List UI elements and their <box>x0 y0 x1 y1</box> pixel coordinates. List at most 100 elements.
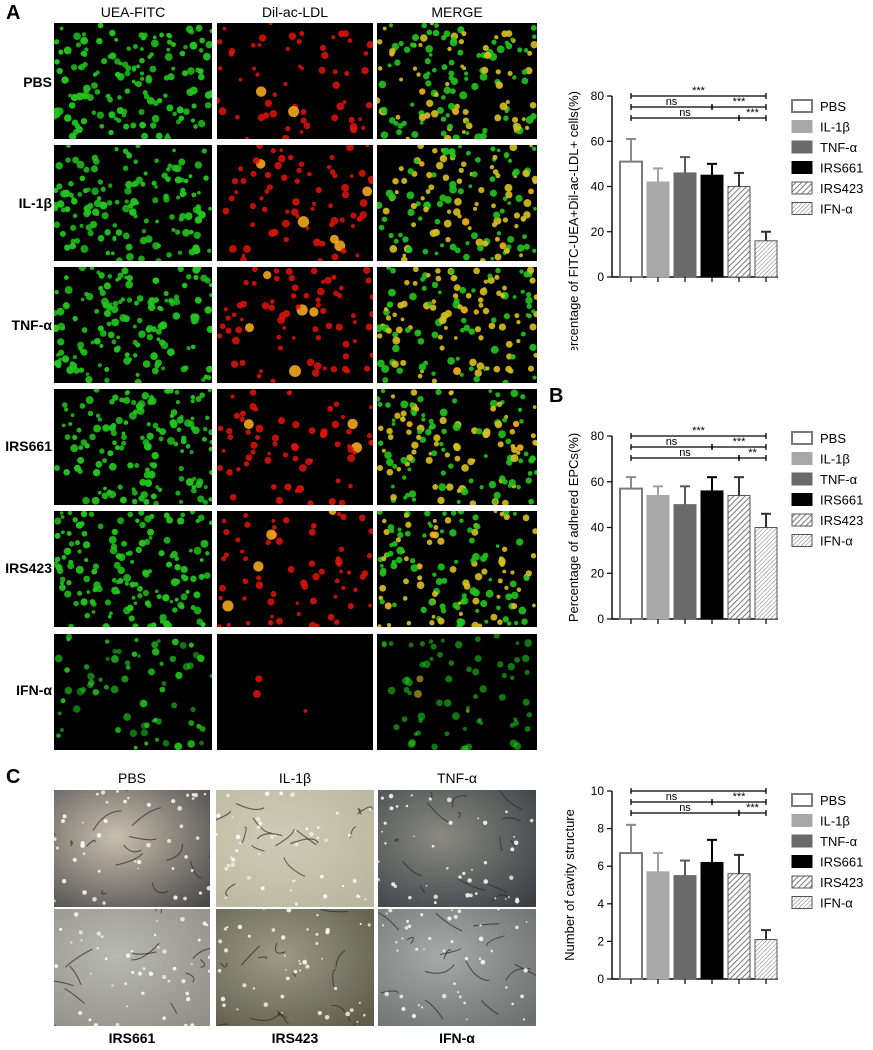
bar-il1b <box>646 494 670 620</box>
y-axis-label: Percentage of FITC-UEA+Dil-ac-LDL+ cells… <box>566 91 581 350</box>
micrograph-irs661-uea-fitc <box>54 389 212 505</box>
significance-label: ns <box>679 802 691 814</box>
bar-irs661 <box>700 861 724 980</box>
y-tick-label: 8 <box>597 822 604 836</box>
photo-label-irs661: IRS661 <box>108 1030 156 1046</box>
significance-label: *** <box>733 791 747 803</box>
tube-photo-irs661 <box>54 909 210 1026</box>
chart-cavity-structure: Number of cavity structure 0 2 4 6 8 10 *** ns **… <box>562 786 863 986</box>
legend-label-irs423: IRS423 <box>820 875 863 890</box>
legend-swatch-pbs <box>791 431 813 445</box>
row-label-pbs: PBS <box>23 74 52 90</box>
micrograph-ifna-dil-ac-ldl <box>217 634 373 750</box>
micrograph-pbs-dil-ac-ldl <box>217 23 373 139</box>
column-header-dil-ac-ldl: Dil-ac-LDL <box>261 4 329 20</box>
legend-swatch-tnfa <box>791 834 813 848</box>
y-tick-label: 2 <box>597 934 604 948</box>
significance-label: ns <box>666 96 678 108</box>
y-tick-label: 60 <box>591 134 605 148</box>
bar-ifna <box>754 527 778 620</box>
y-tick-label: 80 <box>591 429 605 443</box>
legend-swatch-ifna <box>791 534 813 547</box>
tube-photo-irs423 <box>216 909 374 1026</box>
legend-label-ifna: IFN-α <box>820 534 853 549</box>
legend-label-irs661: IRS661 <box>820 493 863 508</box>
legend-swatch-tnfa <box>791 472 813 486</box>
bar-tnfa <box>673 172 697 278</box>
legend-swatch-pbs <box>791 793 813 807</box>
micrograph-irs423-uea-fitc <box>54 511 212 627</box>
row-label-irs661: IRS661 <box>5 438 52 454</box>
significance-label: ** <box>748 447 757 459</box>
legend-swatch-ifna <box>791 202 813 215</box>
significance-label: *** <box>692 426 706 437</box>
significance-label: *** <box>733 436 747 448</box>
y-tick-label: 20 <box>591 225 605 239</box>
legend-label-pbs: PBS <box>820 99 846 114</box>
legend-label-irs423: IRS423 <box>820 181 863 196</box>
significance-label: ns <box>679 107 691 119</box>
significance-label: *** <box>746 107 760 119</box>
panel-b-letter: B <box>549 385 564 407</box>
legend-swatch-irs423 <box>791 181 813 195</box>
y-tick-label: 0 <box>597 612 604 626</box>
bar-irs423 <box>727 186 751 278</box>
tube-photo-il1b <box>216 790 374 907</box>
row-label-il1b: IL-1β <box>18 195 52 211</box>
significance-label: *** <box>692 786 706 792</box>
legend-swatch-irs661 <box>791 493 813 506</box>
micrograph-tnfa-dil-ac-ldl <box>217 267 373 383</box>
legend-label-irs423: IRS423 <box>820 513 863 528</box>
row-label-tnfa: TNF-α <box>11 317 52 333</box>
significance-label: *** <box>733 96 747 108</box>
micrograph-irs661-merge <box>377 389 537 505</box>
micrograph-irs661-dil-ac-ldl <box>217 389 373 505</box>
micrograph-ifna-merge <box>377 634 537 750</box>
micrograph-pbs-uea-fitc <box>54 23 212 139</box>
photo-label-il1b: IL-1β <box>278 770 312 786</box>
bar-il1b <box>646 181 670 278</box>
photo-label-pbs: PBS <box>117 770 146 786</box>
legend-swatch-tnfa <box>791 140 813 154</box>
legend-swatch-irs661 <box>791 161 813 174</box>
photo-label-tnfa: TNF-α <box>437 770 477 786</box>
y-tick-label: 0 <box>597 972 604 986</box>
tube-photo-ifna <box>378 909 536 1026</box>
significance-label: ns <box>679 447 691 459</box>
legend-swatch-il1b <box>791 814 813 827</box>
legend-label-ifna: IFN-α <box>820 202 853 217</box>
bar-pbs <box>619 487 643 620</box>
bar-pbs <box>619 852 643 980</box>
y-tick-label: 10 <box>591 786 605 798</box>
legend-label-il1b: IL-1β <box>820 452 850 467</box>
panel-c-letter: C <box>6 766 21 788</box>
bar-irs661 <box>700 490 724 620</box>
row-label-ifna: IFN-α <box>16 682 52 698</box>
tube-photo-tnfa <box>378 790 536 907</box>
column-header-merge: MERGE <box>431 4 483 20</box>
photo-label-irs423: IRS423 <box>271 1030 319 1046</box>
y-tick-label: 6 <box>597 859 604 873</box>
legend-label-tnfa: TNF-α <box>820 140 858 155</box>
micrograph-irs423-merge <box>377 511 537 627</box>
y-tick-label: 80 <box>591 89 605 103</box>
y-tick-label: 40 <box>591 180 605 194</box>
micrograph-ifna-uea-fitc <box>54 634 212 750</box>
significance-label: *** <box>746 802 760 814</box>
photo-label-ifna: IFN-α <box>439 1030 475 1046</box>
legend-label-tnfa: TNF-α <box>820 834 858 849</box>
legend-label-pbs: PBS <box>820 431 846 446</box>
legend-swatch-pbs <box>791 99 813 113</box>
y-tick-label: 60 <box>591 475 605 489</box>
y-tick-label: 0 <box>597 270 604 284</box>
y-tick-label: 20 <box>591 566 605 580</box>
chart-fitc-uea-dil-ldl: Percentage of FITC-UEA+Dil-ac-LDL+ cells… <box>566 85 863 350</box>
legend-label-tnfa: TNF-α <box>820 472 858 487</box>
chart-adhered-epcs: Percentage of adhered EPCs(%) 0 20 40 60 80 **… <box>566 426 863 626</box>
y-axis-label: Number of cavity structure <box>562 809 577 961</box>
legend-label-pbs: PBS <box>820 793 846 808</box>
legend-swatch-irs423 <box>791 875 813 889</box>
micrograph-tnfa-uea-fitc <box>54 267 212 383</box>
legend-label-il1b: IL-1β <box>820 814 850 829</box>
legend-swatch-irs423 <box>791 513 813 527</box>
